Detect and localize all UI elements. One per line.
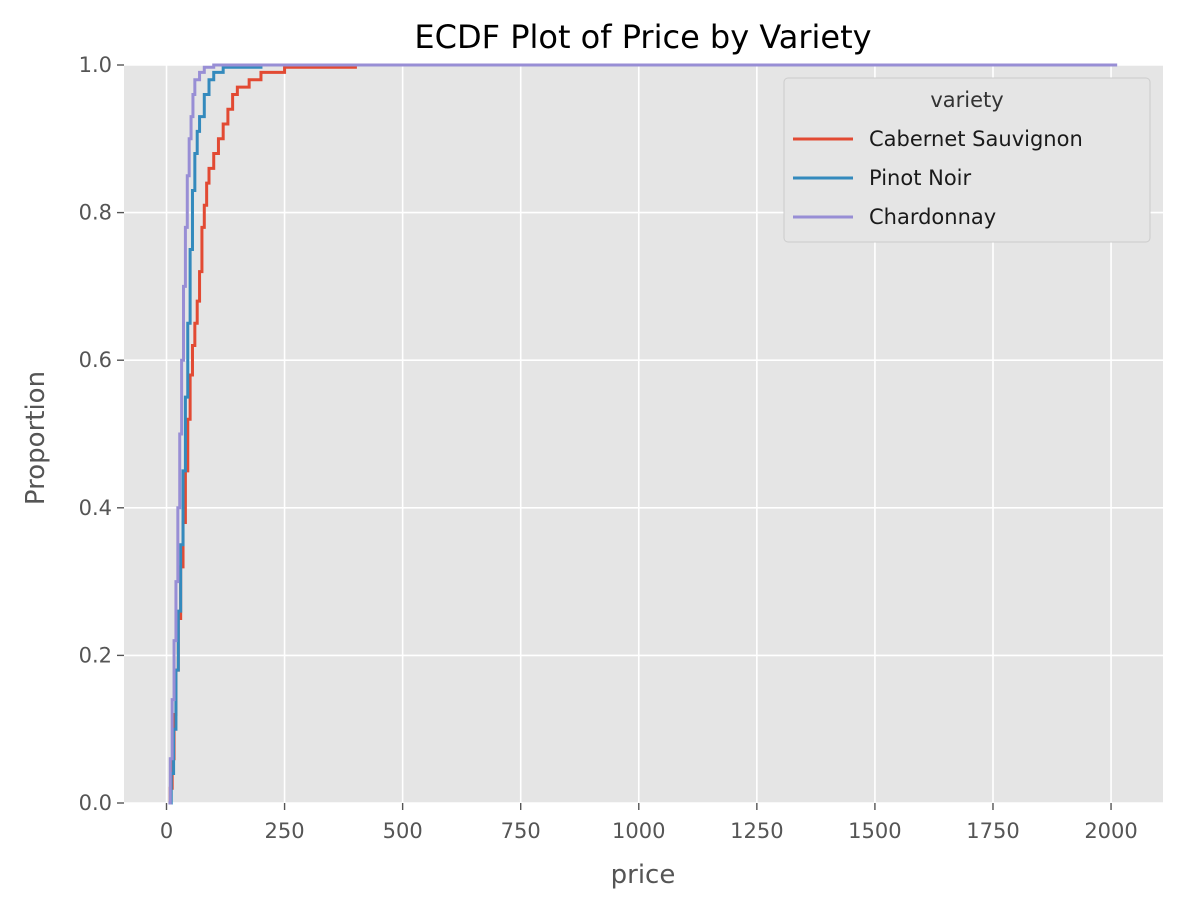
y-tick-label: 1.0: [79, 53, 112, 77]
y-tick-label: 0.8: [79, 201, 112, 225]
legend-title: variety: [930, 88, 1003, 112]
y-axis: 0.0 0.2 0.4 0.6 0.8 1.0: [79, 53, 124, 815]
x-tick-label: 250: [265, 819, 305, 843]
y-axis-label: Proportion: [21, 371, 51, 505]
chart-title: ECDF Plot of Price by Variety: [414, 18, 871, 56]
x-axis-label: price: [611, 860, 676, 890]
legend-label-2: Chardonnay: [869, 205, 996, 229]
x-tick-label: 1500: [848, 819, 901, 843]
x-tick-label: 500: [383, 819, 423, 843]
legend-label-0: Cabernet Sauvignon: [869, 127, 1083, 151]
x-tick-label: 1250: [730, 819, 783, 843]
x-tick-label: 1000: [612, 819, 665, 843]
legend-label-1: Pinot Noir: [869, 166, 971, 190]
x-tick-label: 0: [160, 819, 173, 843]
y-tick-label: 0.0: [79, 791, 112, 815]
y-tick-label: 0.4: [79, 496, 112, 520]
legend-box: [783, 77, 1151, 243]
x-axis: 0 250 500 750 1000 1250 1500 1750 2000: [160, 803, 1138, 843]
x-tick-label: 750: [501, 819, 541, 843]
y-tick-label: 0.6: [79, 348, 112, 372]
y-tick-label: 0.2: [79, 643, 112, 667]
x-tick-label: 2000: [1084, 819, 1137, 843]
series-line-1: [168, 65, 263, 805]
series-group: [168, 63, 1118, 805]
legend: variety Cabernet Sauvignon Pinot Noir Char…: [783, 77, 1151, 243]
x-tick-label: 1750: [966, 819, 1019, 843]
series-line-2: [168, 63, 1118, 805]
